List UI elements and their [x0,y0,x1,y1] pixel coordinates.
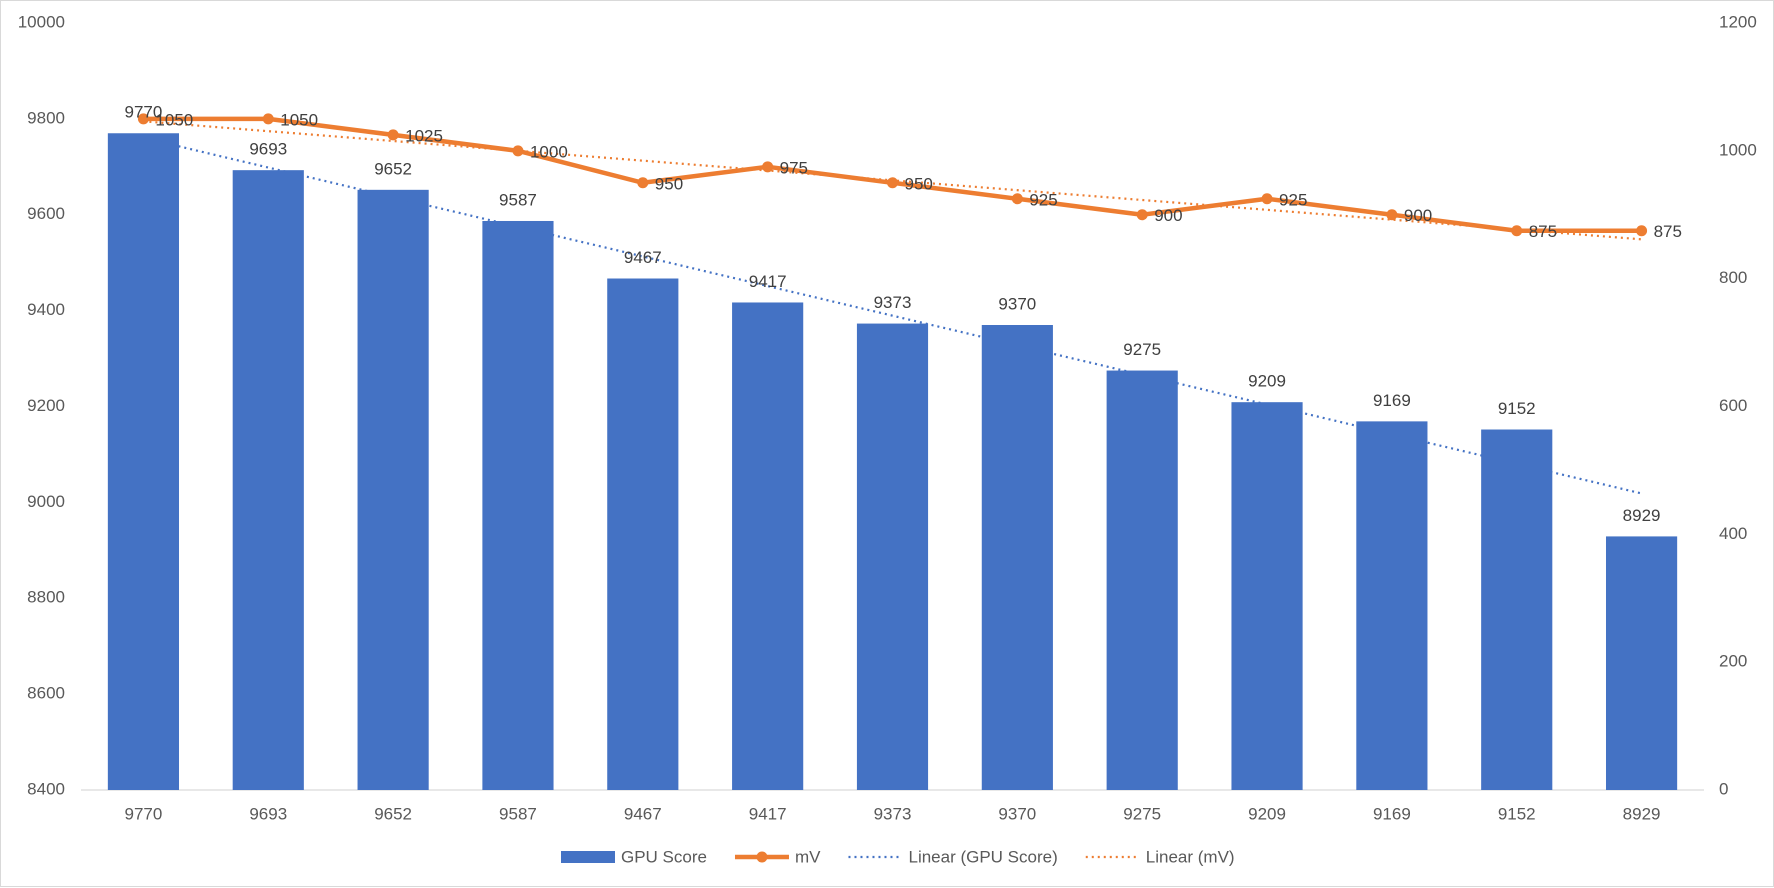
mv-data-label: 950 [905,174,933,193]
y-left-tick-label: 10000 [18,12,65,31]
mv-marker [262,113,274,125]
bar [232,170,304,791]
y-left-tick-label: 8400 [27,779,65,798]
mv-data-label: 925 [1279,190,1307,209]
mv-data-label: 875 [1529,222,1557,241]
bar [981,325,1053,790]
gpu-score-data-label: 9417 [749,272,787,291]
mv-marker [762,161,774,173]
gpu-score-data-label: 9209 [1248,372,1286,391]
x-tick-label: 8929 [1623,804,1661,823]
bar [107,133,180,791]
y-left-tick-label: 9600 [27,204,65,223]
bar [1605,536,1678,790]
y-left-tick-label: 9200 [27,396,65,415]
y-right-tick-label: 1200 [1719,12,1757,31]
mv-marker [1011,193,1023,205]
bar [1356,421,1428,790]
legend-label: Linear (mV) [1146,847,1235,866]
mv-marker [1136,209,1148,221]
x-tick-label: 9652 [374,804,412,823]
y-left-tick-label: 9800 [27,108,65,127]
legend: GPU Score mV Linear (GPU Score) Linear (mV) [561,847,1235,866]
mv-data-label: 900 [1154,206,1182,225]
x-tick-label: 9373 [874,804,912,823]
mv-data-label: 875 [1654,222,1682,241]
x-tick-label: 9417 [749,804,787,823]
mv-marker [887,177,898,189]
mv-marker [1636,225,1648,237]
y-right-tick-label: 800 [1719,268,1747,287]
y-left-tick-label: 8600 [27,684,65,703]
bar [856,323,929,790]
y-right-tick-label: 200 [1719,652,1747,671]
x-tick-label: 9370 [998,804,1036,823]
gpu-score-data-label: 9652 [374,159,412,178]
x-tick-label: 9209 [1248,804,1286,823]
gpu-score-data-label: 9370 [998,294,1036,313]
mv-marker [1511,225,1523,237]
legend-marker-mv [756,851,768,863]
bar [1481,429,1553,790]
gpu-score-data-label: 9275 [1123,340,1161,359]
y-right-tick-label: 600 [1719,396,1747,415]
x-tick-label: 9467 [624,804,662,823]
bar [1106,370,1178,790]
mv-marker [387,129,399,141]
bar [482,220,554,790]
legend-label: mV [795,847,821,866]
mv-data-label: 975 [780,158,808,177]
x-tick-label: 9770 [125,804,163,823]
mv-marker [137,113,149,125]
bar [607,278,679,790]
y-left-tick-label: 8800 [27,588,65,607]
x-tick-label: 9275 [1123,804,1161,823]
y-left-tick-label: 9400 [27,300,65,319]
mv-data-label: 925 [1029,190,1057,209]
legend-label: Linear (GPU Score) [908,847,1057,866]
legend-swatch-gpu-score [561,851,615,863]
mv-data-label: 1000 [530,142,568,161]
y-left-tick-label: 9000 [27,492,65,511]
gpu-score-data-label: 9373 [874,293,912,312]
bar [1231,402,1303,790]
mv-marker [512,145,524,157]
mv-line-series [137,113,1648,237]
data-labels: 9770 9693 9652 9587 9467 9417 9373 9370 9275 9209… [125,103,1682,525]
gpu-score-data-label: 9693 [249,140,287,159]
mv-marker [1261,193,1273,205]
y-right-tick-label: 0 [1719,779,1728,798]
y-right-tick-label: 400 [1719,524,1747,543]
gpu-score-trendline [143,136,1642,495]
x-tick-label: 9587 [499,804,537,823]
mv-marker [1386,209,1398,221]
bar [357,189,429,790]
mv-data-label: 1050 [155,110,193,129]
y-right-tick-label: 1000 [1719,140,1757,159]
mv-data-label: 1050 [280,110,318,129]
gpu-score-data-label: 9587 [499,190,537,209]
bar [732,302,804,790]
gpu-score-data-label: 9169 [1373,391,1411,410]
gpu-score-data-label: 9770 [125,103,163,122]
x-tick-label: 9693 [249,804,287,823]
axes: 8400 8600 8800 9000 9200 9400 9600 9800 10000 0 20… [18,12,1757,823]
x-tick-label: 9169 [1373,804,1411,823]
gpu-score-bars [107,133,1678,791]
x-tick-label: 9152 [1498,804,1536,823]
mv-marker [637,177,649,189]
mv-data-label: 950 [655,174,683,193]
gpu-score-data-label: 9152 [1498,399,1536,418]
mv-data-label: 900 [1404,206,1432,225]
gpu-score-data-label: 9467 [624,248,662,267]
gpu-score-data-label: 8929 [1623,506,1661,525]
mv-data-label: 1025 [405,126,443,145]
legend-label: GPU Score [621,847,707,866]
